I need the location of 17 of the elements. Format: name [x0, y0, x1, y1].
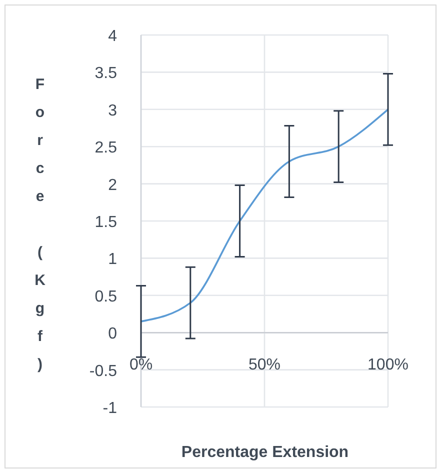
y-tick-label: 0: [108, 326, 118, 343]
x-tick-label: 100%: [368, 356, 408, 374]
y-tick-label: -0.5: [89, 362, 118, 380]
y-tick-label: 2.5: [94, 140, 118, 157]
x-tick-label: 50%: [248, 356, 281, 374]
y-tick-label: 3.5: [94, 65, 118, 82]
y-tick-label: 3: [108, 102, 118, 120]
line-series: [140, 108, 389, 322]
x-axis-title: Percentage Extension: [181, 444, 349, 461]
y-tick-label: 1.5: [94, 214, 118, 231]
y-tick-label: 1: [108, 251, 118, 268]
y-tick-label: 4: [108, 28, 118, 45]
y-axis-title: Force (Kgf): [32, 76, 48, 384]
y-tick-label: 2: [108, 176, 118, 194]
y-tick-label: 0.5: [94, 288, 118, 306]
y-tick-label: -1: [102, 400, 118, 417]
x-tick-label: 0%: [129, 356, 153, 374]
